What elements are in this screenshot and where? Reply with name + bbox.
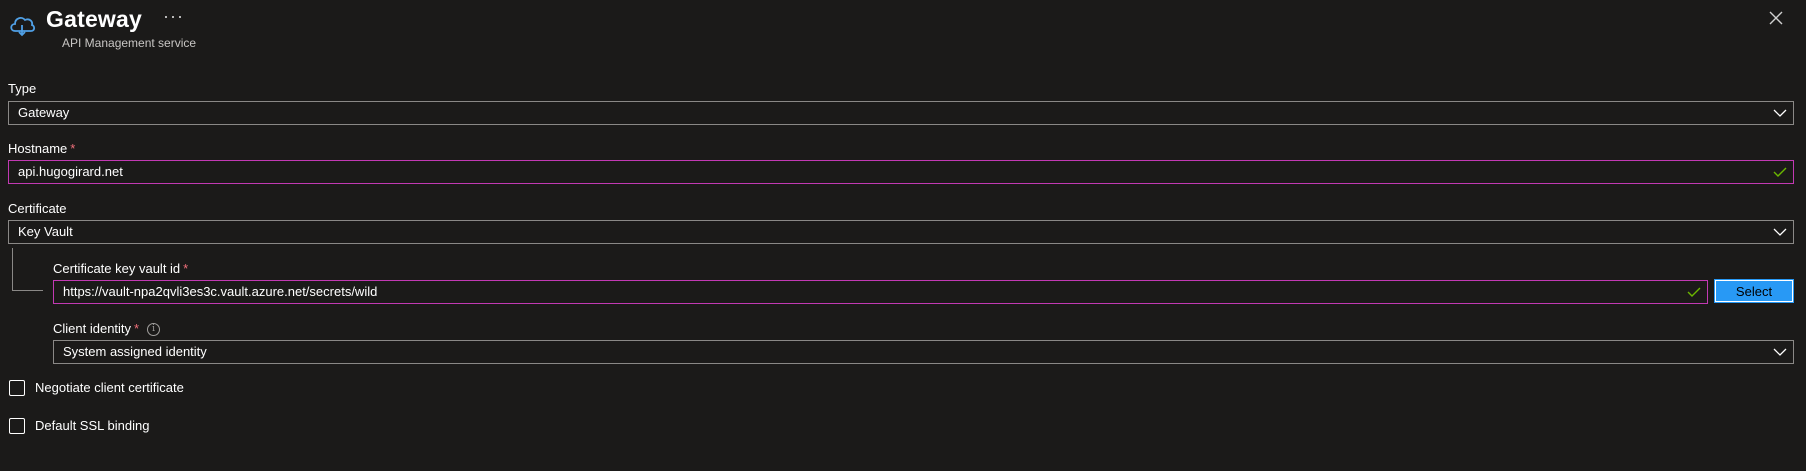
client-identity-dropdown[interactable]: System assigned identity bbox=[53, 340, 1794, 364]
checkmark-icon bbox=[1687, 287, 1701, 297]
close-icon[interactable] bbox=[1766, 8, 1786, 28]
key-vault-id-value: https://vault-npa2qvli3es3c.vault.azure.… bbox=[63, 284, 378, 299]
chevron-down-icon bbox=[1773, 109, 1787, 117]
cloud-gateway-icon bbox=[10, 17, 36, 37]
certificate-label-text: Certificate bbox=[8, 201, 67, 216]
tree-connector bbox=[12, 248, 43, 291]
info-icon[interactable]: i bbox=[147, 323, 161, 337]
more-options-button[interactable]: ··· bbox=[163, 6, 184, 26]
hostname-input[interactable]: api.hugogirard.net bbox=[8, 160, 1794, 184]
checkmark-icon bbox=[1773, 167, 1787, 177]
certificate-value: Key Vault bbox=[18, 224, 73, 239]
default-ssl-binding-label: Default SSL binding bbox=[35, 418, 150, 433]
type-label-text: Type bbox=[8, 81, 37, 96]
default-ssl-binding-checkbox[interactable] bbox=[9, 418, 25, 434]
chevron-down-icon bbox=[1773, 348, 1787, 356]
negotiate-client-certificate-label: Negotiate client certificate bbox=[35, 380, 184, 395]
negotiate-client-certificate-checkbox[interactable] bbox=[9, 380, 25, 396]
type-dropdown[interactable]: Gateway bbox=[8, 101, 1794, 125]
certificate-dropdown[interactable]: Key Vault bbox=[8, 220, 1794, 244]
required-mark: * bbox=[183, 261, 189, 276]
client-identity-label: Client identity * i bbox=[53, 321, 161, 337]
client-identity-label-text: Client identity bbox=[53, 321, 132, 336]
key-vault-id-label: Certificate key vault id * bbox=[53, 261, 188, 276]
client-identity-value: System assigned identity bbox=[63, 344, 207, 359]
key-vault-id-label-text: Certificate key vault id bbox=[53, 261, 181, 276]
hostname-label: Hostname * bbox=[8, 141, 75, 156]
type-value: Gateway bbox=[18, 105, 70, 120]
required-mark: * bbox=[70, 141, 76, 156]
page-subtitle: API Management service bbox=[62, 36, 197, 50]
page-title: Gateway bbox=[46, 6, 143, 32]
chevron-down-icon bbox=[1773, 228, 1787, 236]
hostname-value: api.hugogirard.net bbox=[18, 164, 123, 179]
required-mark: * bbox=[134, 321, 140, 336]
certificate-label: Certificate bbox=[8, 201, 67, 216]
key-vault-id-input[interactable]: https://vault-npa2qvli3es3c.vault.azure.… bbox=[53, 280, 1708, 304]
type-label: Type bbox=[8, 81, 36, 96]
select-button[interactable]: Select bbox=[1714, 279, 1794, 303]
hostname-label-text: Hostname bbox=[8, 141, 68, 156]
